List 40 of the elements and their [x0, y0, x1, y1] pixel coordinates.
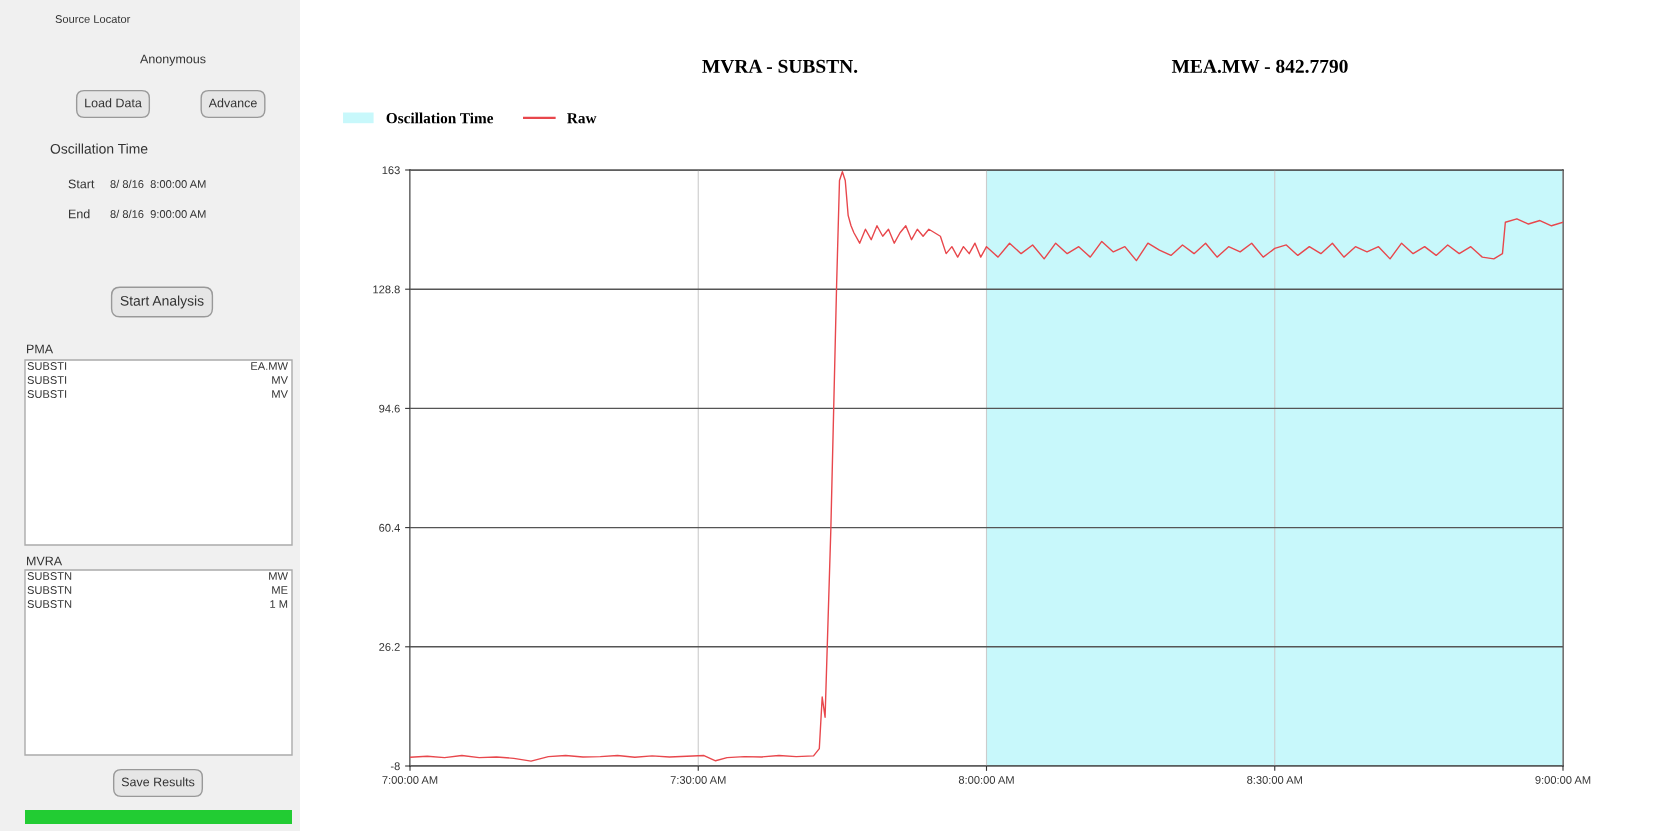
text: Anonymous	[140, 54, 206, 66]
y-tick-label: 94.6	[379, 404, 400, 413]
text: EA.MW	[251, 362, 288, 370]
text: Start Analysis	[120, 295, 204, 309]
text: SUBSTI	[27, 390, 67, 398]
text: SUBSTI	[27, 376, 67, 384]
text: SUBSTN	[27, 600, 72, 608]
text: ME	[272, 586, 288, 594]
x-tick-label: 7:30:00 AM	[670, 776, 726, 784]
text: SUBSTN	[27, 586, 72, 594]
y-tick-label: -8	[390, 762, 400, 771]
text: SUBSTI	[27, 362, 67, 370]
x-tick-label: 9:00:00 AM	[1535, 776, 1591, 784]
text: Load Data	[85, 98, 142, 108]
y-tick-label: 163	[382, 166, 400, 175]
text: End	[69, 209, 90, 219]
x-tick-label: 7:00:00 AM	[382, 776, 438, 784]
text: MV	[272, 376, 288, 384]
text: Start	[68, 179, 95, 189]
text: PMA	[27, 344, 54, 354]
legend-label: Oscillation Time	[386, 112, 494, 124]
text: MW	[269, 572, 288, 580]
chart-title: MVRA - SUBSTN.	[702, 59, 858, 73]
text: 8/ 8/16 8:00:00 AM	[110, 179, 206, 188]
text: 8/ 8/16 9:00:00 AM	[110, 209, 206, 218]
text: Oscillation Time	[50, 143, 148, 154]
y-tick-label: 26.2	[379, 643, 400, 651]
text: Save Results	[121, 777, 195, 787]
x-tick-label: 8:00:00 AM	[958, 776, 1014, 784]
text: MV	[272, 390, 288, 398]
text: SUBSTN	[27, 572, 72, 580]
text: 1 M	[270, 600, 288, 608]
legend-label: Raw	[567, 113, 597, 124]
text: Advance	[208, 98, 257, 108]
text: MVRA	[27, 556, 63, 566]
x-tick-label: 8:30:00 AM	[1247, 776, 1302, 784]
y-tick-label: 128.8	[373, 285, 400, 294]
chart-subtitle: MEA.MW - 842.7790	[1171, 59, 1348, 73]
y-tick-label: 60.4	[379, 523, 400, 532]
source-note: Source Locator	[55, 15, 131, 23]
